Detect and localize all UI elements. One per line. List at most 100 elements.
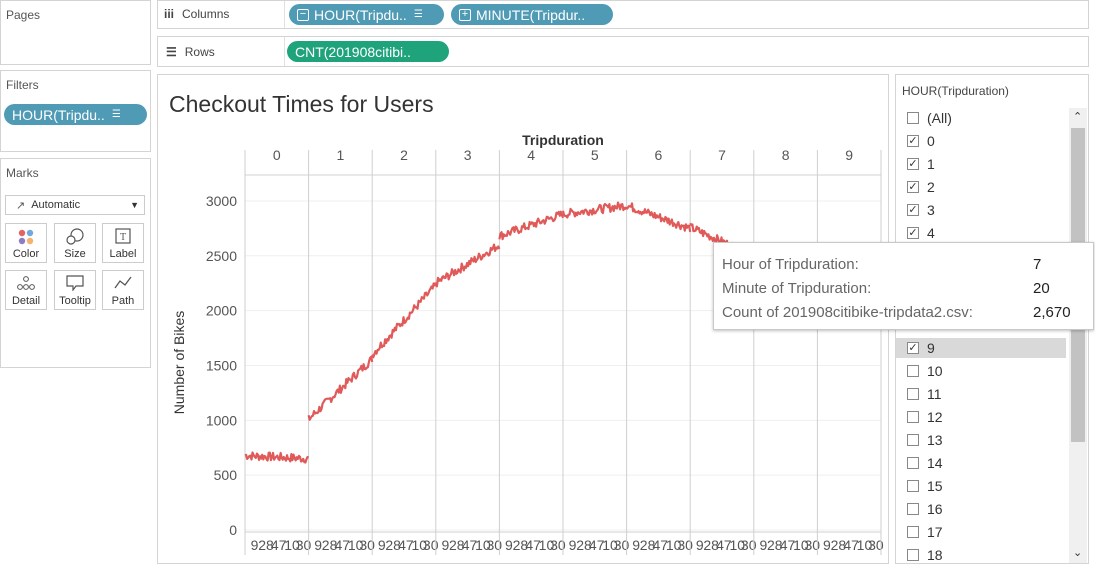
checkbox[interactable] xyxy=(907,526,919,538)
detail-label: Detail xyxy=(11,295,41,307)
checkbox[interactable] xyxy=(907,549,919,561)
line-icon: ↗ xyxy=(16,199,26,212)
top-axis-label: Tripduration xyxy=(522,132,604,148)
checkbox[interactable]: ✓ xyxy=(907,181,919,193)
filter-pill-hour[interactable]: HOUR(Tripdu.. ☰ xyxy=(4,104,147,125)
minute-tick-label: 30 xyxy=(359,537,375,553)
checkbox[interactable] xyxy=(907,365,919,377)
y-tick-label: 2500 xyxy=(206,248,237,264)
series-line-hour-3 xyxy=(434,243,501,288)
mark-type-dropdown[interactable]: ↗ Automatic ▼ xyxy=(5,195,145,215)
expand-icon: + xyxy=(459,8,471,21)
tooltip-button[interactable]: Tooltip xyxy=(54,270,96,310)
pages-panel[interactable]: Pages xyxy=(0,0,151,65)
filter-item-label: 16 xyxy=(927,501,943,517)
filter-item-11[interactable]: 11 xyxy=(907,384,942,404)
checkbox[interactable] xyxy=(907,112,919,124)
shelf-divider xyxy=(284,37,285,66)
checkbox[interactable] xyxy=(907,480,919,492)
tooltip-count-value: 2,670 xyxy=(1033,304,1071,321)
filter-item-14[interactable]: 14 xyxy=(907,453,943,473)
filter-item-16[interactable]: 16 xyxy=(907,499,943,519)
filter-item-9[interactable]: ✓ 9 xyxy=(896,338,1066,358)
checkbox[interactable]: ✓ xyxy=(907,158,919,170)
series-line-hour-1 xyxy=(307,355,374,421)
filter-card-title: HOUR(Tripduration) xyxy=(902,84,1009,98)
filter-item-3[interactable]: ✓ 3 xyxy=(907,200,935,220)
marks-panel: Marks ↗ Automatic ▼ Color Size T Label D… xyxy=(0,158,151,368)
path-button[interactable]: Path xyxy=(102,270,144,310)
columns-pill-minute-label: MINUTE(Tripdur.. xyxy=(476,6,586,23)
hour-header-label: 8 xyxy=(782,147,790,163)
detail-icon xyxy=(6,275,46,295)
checkbox[interactable]: ✓ xyxy=(907,204,919,216)
checkbox[interactable]: ✓ xyxy=(907,135,919,147)
checkbox[interactable] xyxy=(907,434,919,446)
filter-item-4[interactable]: ✓ 4 xyxy=(907,223,935,243)
minute-tick-label: 10 xyxy=(857,537,873,553)
checkbox[interactable] xyxy=(907,388,919,400)
minute-tick-label: 30 xyxy=(487,537,503,553)
pages-title: Pages xyxy=(6,8,41,22)
filter-item-10[interactable]: 10 xyxy=(907,361,943,381)
minute-tick-label: 10 xyxy=(666,537,682,553)
chevron-up-icon[interactable]: ⌃ xyxy=(1073,111,1083,123)
filters-title: Filters xyxy=(6,78,39,92)
series-line-hour-0 xyxy=(244,451,309,464)
minute-tick-label: 10 xyxy=(411,537,427,553)
rows-label: Rows xyxy=(184,45,215,59)
filter-item-13[interactable]: 13 xyxy=(907,430,943,450)
minute-tick-label: 9 xyxy=(632,537,640,553)
filter-item-0[interactable]: ✓ 0 xyxy=(907,131,935,151)
filter-item-2[interactable]: ✓ 2 xyxy=(907,177,935,197)
minute-tick-label: 30 xyxy=(677,537,693,553)
minute-tick-label: 47 xyxy=(525,537,541,553)
tooltip-count-label: Count of 201908citibike-tripdata2.csv: xyxy=(722,304,973,321)
checkbox[interactable] xyxy=(907,457,919,469)
filter-item-12[interactable]: 12 xyxy=(907,407,943,427)
minute-tick-label: 30 xyxy=(296,537,312,553)
filter-item-1[interactable]: ✓ 1 xyxy=(907,154,935,174)
hour-header-label: 0 xyxy=(273,147,281,163)
minute-tick-label: 47 xyxy=(335,537,351,553)
rows-icon: ☰ xyxy=(166,45,177,59)
columns-label: Columns xyxy=(182,7,230,21)
filter-item-label: 10 xyxy=(927,363,943,379)
filter-item-label: 0 xyxy=(927,133,935,149)
filter-pill-label: HOUR(Tripdu.. xyxy=(12,106,105,123)
checkbox[interactable] xyxy=(907,411,919,423)
chevron-down-icon[interactable]: ⌄ xyxy=(1073,547,1083,559)
checkbox[interactable]: ✓ xyxy=(907,342,919,354)
columns-pill-hour[interactable]: − HOUR(Tripdu.. ☰ xyxy=(289,4,444,25)
filter-scrollbar[interactable]: ⌃ ⌄ xyxy=(1069,108,1087,563)
checkbox[interactable]: ✓ xyxy=(907,227,919,239)
y-tick-label: 1000 xyxy=(206,412,237,428)
sort-icon: ☰ xyxy=(111,109,121,120)
filter-item-label: 11 xyxy=(927,386,942,402)
filters-panel[interactable]: Filters HOUR(Tripdu.. ☰ xyxy=(0,70,151,152)
hour-header-label: 4 xyxy=(527,147,535,163)
filter-item-label: 17 xyxy=(927,524,943,540)
filter-item-all[interactable]: (All) xyxy=(907,108,952,128)
filter-item-18[interactable]: 18 xyxy=(907,545,943,565)
columns-pill-minute[interactable]: + MINUTE(Tripdur.. xyxy=(451,4,613,25)
collapse-icon: − xyxy=(297,8,309,21)
minute-tick-label: 9 xyxy=(441,537,449,553)
hover-tooltip: Hour of Tripduration: 7 Minute of Tripdu… xyxy=(713,242,1094,330)
checkbox[interactable] xyxy=(907,503,919,515)
rows-pill-count[interactable]: CNT(201908citibi.. xyxy=(287,41,449,62)
size-label: Size xyxy=(64,248,86,260)
filter-item-label: 2 xyxy=(927,179,935,195)
series-line-hour-6 xyxy=(625,202,692,233)
hour-header-label: 6 xyxy=(655,147,663,163)
columns-shelf[interactable]: iii Columns − HOUR(Tripdu.. ☰ + MINUTE(T… xyxy=(157,0,1089,29)
rows-shelf[interactable]: ☰ Rows CNT(201908citibi.. xyxy=(157,36,1089,67)
filter-item-17[interactable]: 17 xyxy=(907,522,943,542)
color-button[interactable]: Color xyxy=(5,223,47,263)
detail-button[interactable]: Detail xyxy=(5,270,47,310)
minute-tick-label: 10 xyxy=(284,537,300,553)
filter-item-15[interactable]: 15 xyxy=(907,476,943,496)
size-button[interactable]: Size xyxy=(54,223,96,263)
minute-tick-label: 9 xyxy=(823,537,831,553)
label-button[interactable]: T Label xyxy=(102,223,144,263)
